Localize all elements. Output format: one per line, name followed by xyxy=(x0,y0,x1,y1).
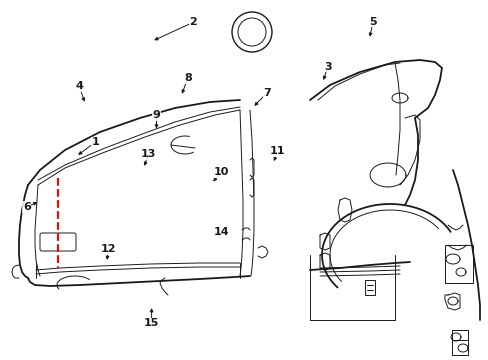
Text: 12: 12 xyxy=(101,244,116,254)
Text: 5: 5 xyxy=(368,17,376,27)
Text: 9: 9 xyxy=(152,110,160,120)
Text: 10: 10 xyxy=(213,167,229,177)
Text: 4: 4 xyxy=(75,81,83,91)
Text: 14: 14 xyxy=(213,227,228,237)
Text: 6: 6 xyxy=(23,202,31,212)
Text: 3: 3 xyxy=(323,62,331,72)
Text: 15: 15 xyxy=(143,318,159,328)
Text: 1: 1 xyxy=(91,137,99,147)
Text: 13: 13 xyxy=(141,149,156,159)
Text: 2: 2 xyxy=(189,17,197,27)
Text: 8: 8 xyxy=(183,73,191,84)
Text: 7: 7 xyxy=(263,88,270,98)
Bar xyxy=(444,245,472,283)
Text: 11: 11 xyxy=(269,146,285,156)
